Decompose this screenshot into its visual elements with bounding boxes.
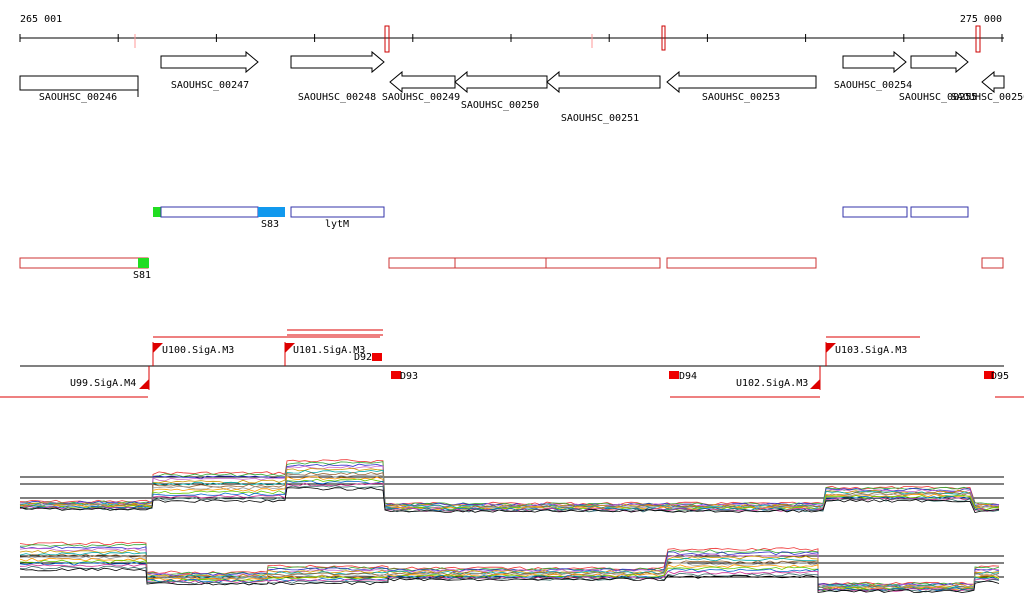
gene-label: SAOUHSC_00249 xyxy=(382,92,460,103)
expression-line xyxy=(19,461,1000,507)
gene-label: SAOUHSC_00256 xyxy=(951,92,1024,103)
promoter-label: U101.SigA.M3 xyxy=(293,345,365,356)
gene-arrow xyxy=(910,50,969,74)
feature-label: lytM xyxy=(325,219,349,230)
feature-label: S81 xyxy=(133,270,151,281)
terminator xyxy=(984,371,994,379)
ruler-marker xyxy=(975,25,981,53)
terminator xyxy=(669,371,679,379)
ruler-start: 265 001 xyxy=(20,14,62,25)
gene-arrow xyxy=(842,50,907,74)
ruler-end: 275 000 xyxy=(960,14,1002,25)
promoter-flag xyxy=(826,343,836,353)
gene-label: SAOUHSC_00255 xyxy=(899,92,977,103)
ruler-marker xyxy=(384,25,390,53)
transcript-box xyxy=(545,257,661,269)
terminator xyxy=(372,353,382,361)
promoter-flag xyxy=(285,343,295,353)
feature-box xyxy=(842,206,908,218)
expression-tracks xyxy=(19,459,1004,593)
expression-line xyxy=(19,474,1000,510)
promoter-flag xyxy=(139,379,149,389)
feature-start xyxy=(153,207,161,217)
expression-line xyxy=(19,478,1000,511)
gene-label: SAOUHSC_00251 xyxy=(561,113,639,124)
expression-line xyxy=(19,482,1000,512)
transcript-start xyxy=(138,258,149,268)
feature-box xyxy=(290,206,385,218)
gene-arrow xyxy=(454,70,548,94)
promoter-label: D93 xyxy=(400,371,418,382)
promoter-flag xyxy=(153,343,163,353)
gene-arrow xyxy=(546,70,661,94)
promoter-label: U100.SigA.M3 xyxy=(162,345,234,356)
gene-arrow xyxy=(290,50,385,74)
transcript-box xyxy=(666,257,817,269)
gene-label: SAOUHSC_00254 xyxy=(834,80,912,91)
gene-label: SAOUHSC_00253 xyxy=(702,92,780,103)
expression-line xyxy=(19,469,1000,509)
transcript-box xyxy=(981,257,1004,269)
gene-arrow xyxy=(160,50,259,74)
feature-fill xyxy=(258,207,285,217)
promoter-label: D92 xyxy=(354,352,372,363)
gene-label: SAOUHSC_00248 xyxy=(298,92,376,103)
promoter-label: U99.SigA.M4 xyxy=(70,378,136,389)
promoter-flag xyxy=(810,379,820,389)
gene-arrow xyxy=(981,70,1005,94)
promoter-label: D94 xyxy=(679,371,697,382)
gene-label: SAOUHSC_00246 xyxy=(39,92,117,103)
promoter-label: U103.SigA.M3 xyxy=(835,345,907,356)
expression-line xyxy=(19,564,1000,592)
expression-line xyxy=(19,541,1000,586)
feature-label: S83 xyxy=(261,219,279,230)
expression-line xyxy=(19,486,1000,513)
terminator xyxy=(391,371,401,379)
gene-label: SAOUHSC_00250 xyxy=(461,100,539,111)
promoter-label: U102.SigA.M3 xyxy=(736,378,808,389)
expression-line xyxy=(19,463,1000,507)
expression-line xyxy=(19,567,1000,593)
gene-label: SAOUHSC_00247 xyxy=(171,80,249,91)
promoter-label: D95 xyxy=(991,371,1009,382)
feature-box xyxy=(910,206,969,218)
expression-line xyxy=(19,467,1000,508)
ruler-marker xyxy=(661,25,666,51)
gene-arrow xyxy=(666,70,817,94)
gene-arrow xyxy=(389,70,456,94)
